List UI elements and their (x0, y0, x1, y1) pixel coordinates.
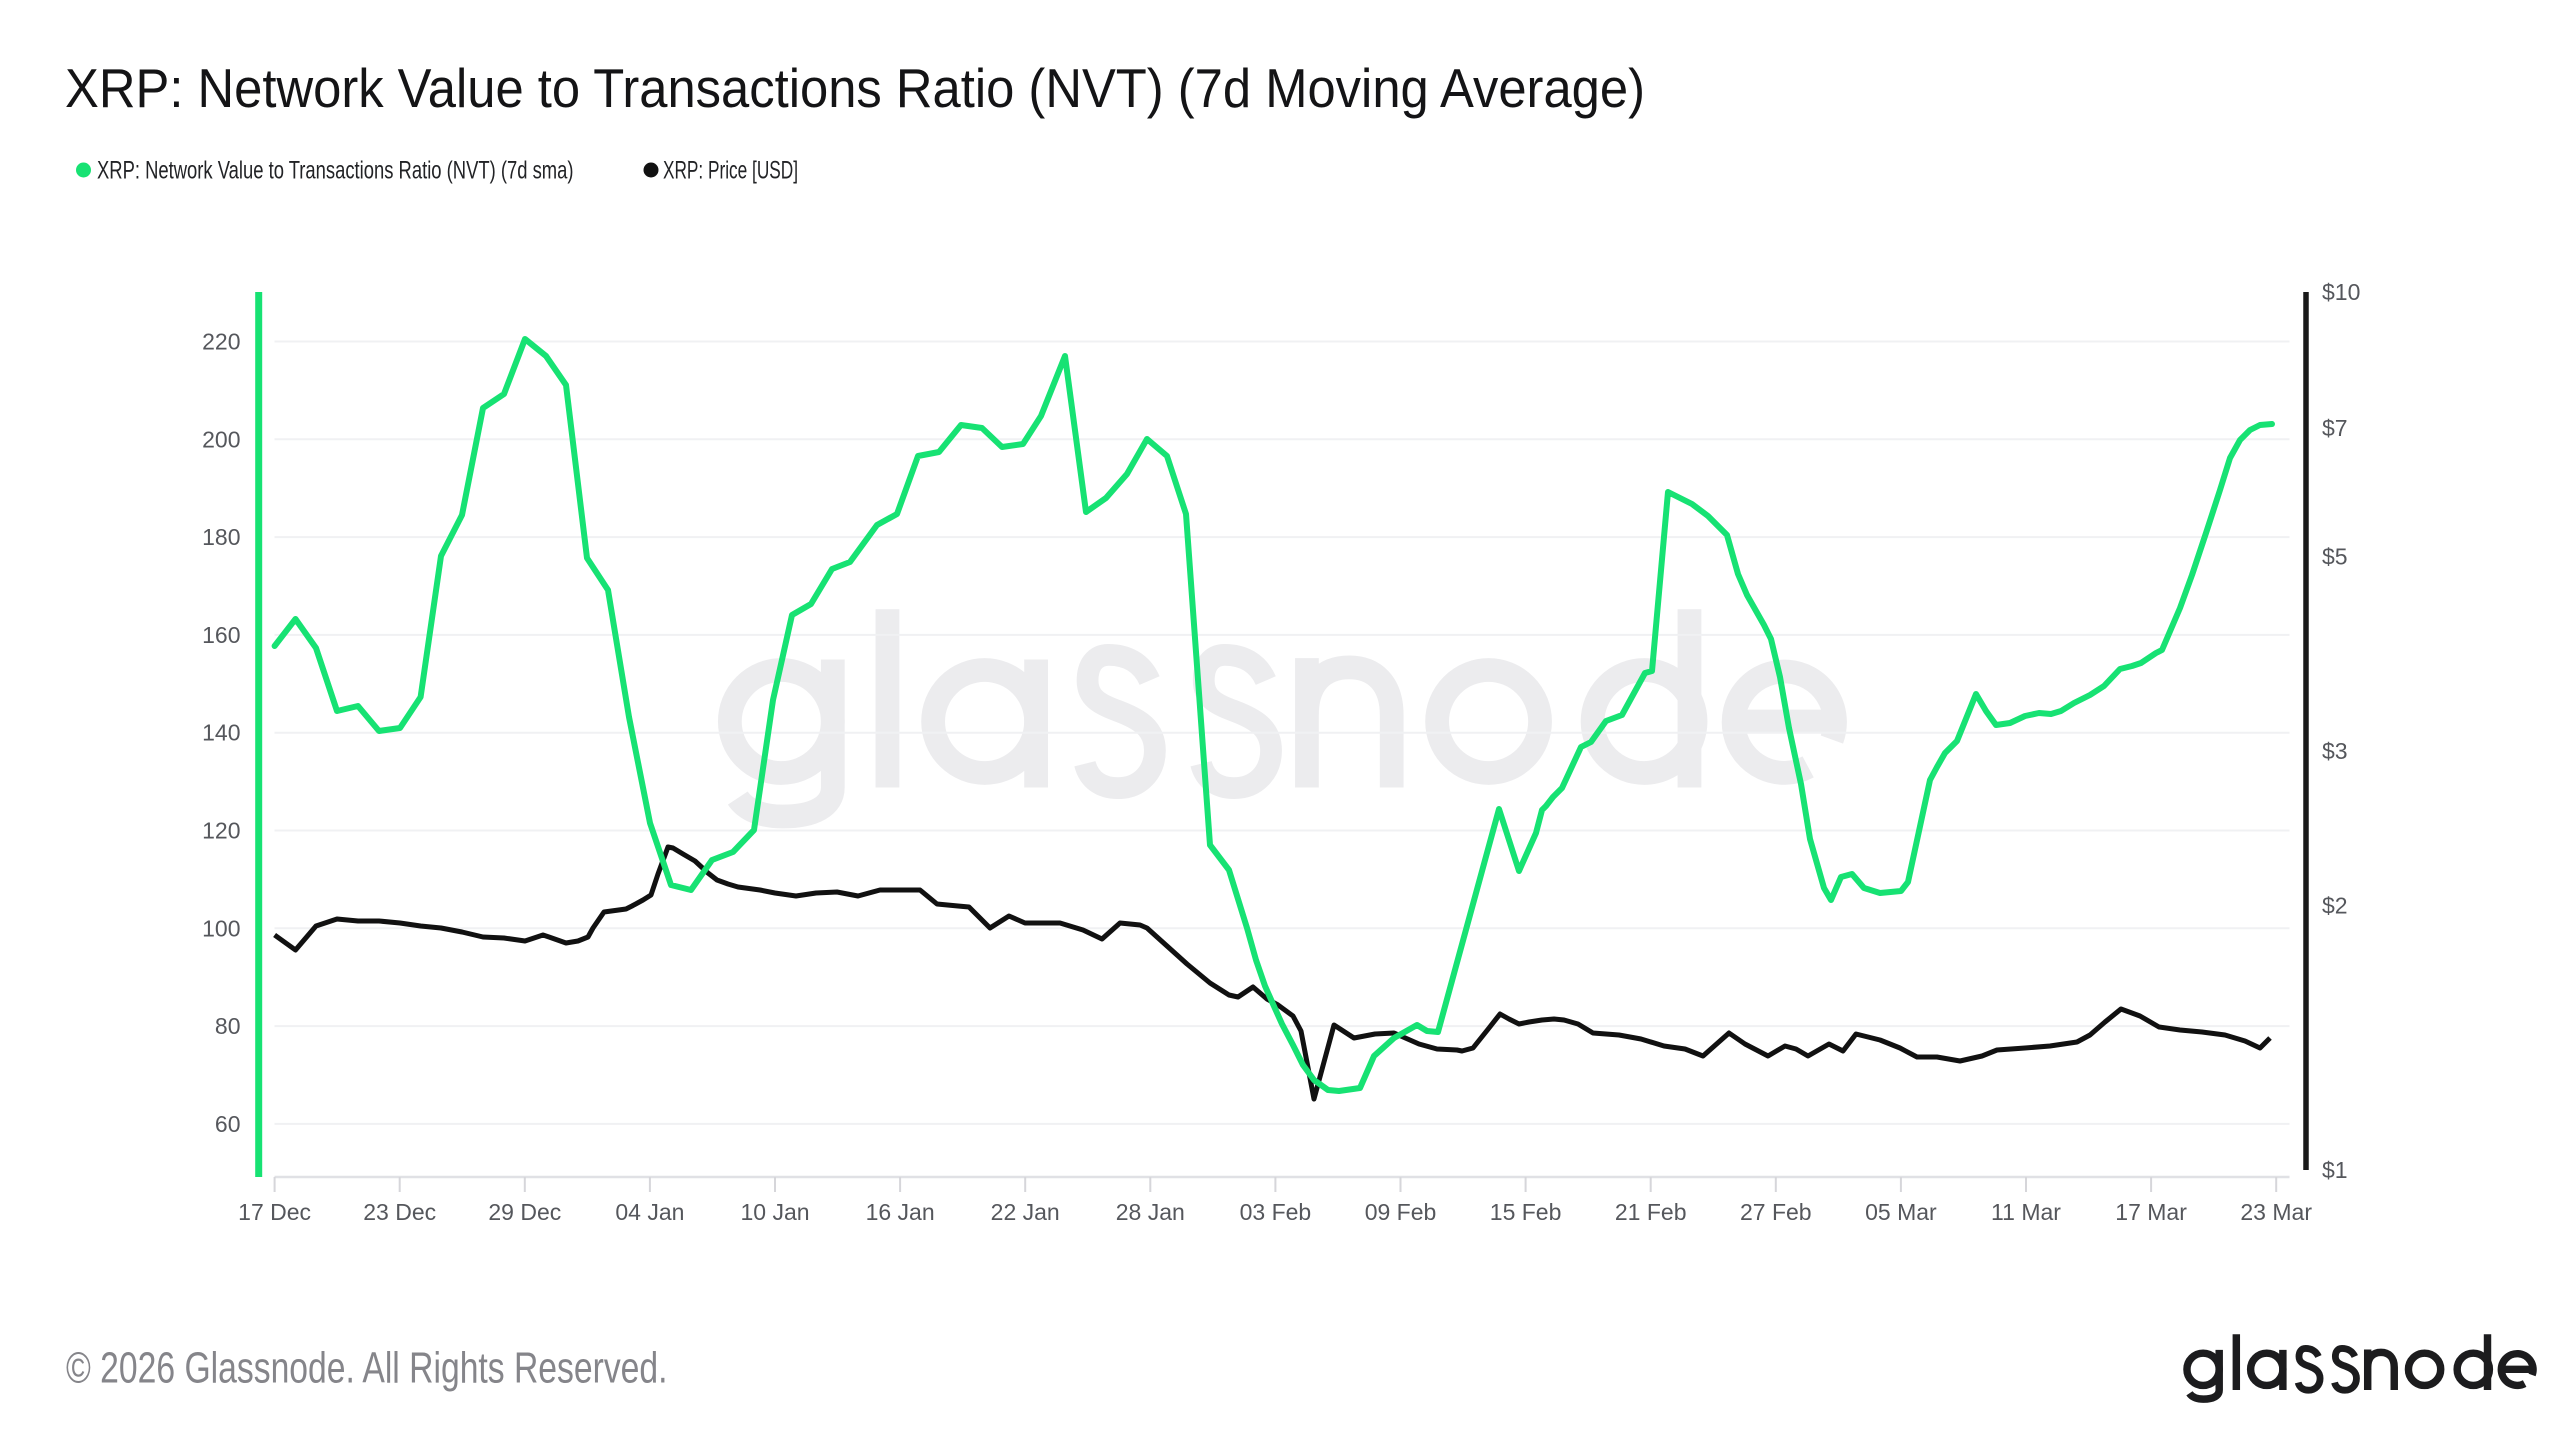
svg-text:80: 80 (215, 1013, 241, 1039)
svg-text:200: 200 (202, 426, 240, 452)
svg-text:05 Mar: 05 Mar (1865, 1199, 1937, 1225)
svg-text:140: 140 (202, 720, 240, 746)
svg-text:© 2026 Glassnode. All Rights R: © 2026 Glassnode. All Rights Reserved. (66, 1344, 668, 1393)
svg-text:$1: $1 (2322, 1157, 2348, 1183)
svg-text:17 Dec: 17 Dec (238, 1199, 311, 1225)
svg-text:100: 100 (202, 915, 240, 941)
svg-text:16 Jan: 16 Jan (866, 1199, 935, 1225)
svg-text:120: 120 (202, 818, 240, 844)
svg-text:21 Feb: 21 Feb (1615, 1199, 1687, 1225)
svg-text:$10: $10 (2322, 279, 2360, 305)
svg-text:17 Mar: 17 Mar (2115, 1199, 2187, 1225)
svg-text:$7: $7 (2322, 415, 2348, 441)
svg-text:29 Dec: 29 Dec (488, 1199, 561, 1225)
svg-text:160: 160 (202, 622, 240, 648)
svg-text:60: 60 (215, 1111, 241, 1137)
svg-text:27 Feb: 27 Feb (1740, 1199, 1812, 1225)
svg-text:$2: $2 (2322, 893, 2348, 919)
svg-text:23 Mar: 23 Mar (2240, 1199, 2312, 1225)
svg-text:22 Jan: 22 Jan (991, 1199, 1060, 1225)
svg-text:09 Feb: 09 Feb (1365, 1199, 1437, 1225)
svg-text:180: 180 (202, 524, 240, 550)
svg-text:28 Jan: 28 Jan (1116, 1199, 1185, 1225)
svg-text:XRP: Price [USD]: XRP: Price [USD] (663, 157, 798, 185)
svg-text:23 Dec: 23 Dec (363, 1199, 436, 1225)
svg-text:04 Jan: 04 Jan (615, 1199, 684, 1225)
svg-text:03 Feb: 03 Feb (1240, 1199, 1312, 1225)
svg-text:10 Jan: 10 Jan (740, 1199, 809, 1225)
svg-text:$3: $3 (2322, 738, 2348, 764)
svg-text:$5: $5 (2322, 543, 2348, 569)
svg-text:XRP: Network Value to Transact: XRP: Network Value to Transactions Ratio… (97, 157, 574, 185)
svg-text:11 Mar: 11 Mar (1991, 1199, 2061, 1225)
svg-text:220: 220 (202, 329, 240, 355)
svg-text:15 Feb: 15 Feb (1490, 1199, 1562, 1225)
svg-text:XRP: Network Value to Transact: XRP: Network Value to Transactions Ratio… (65, 57, 1645, 119)
